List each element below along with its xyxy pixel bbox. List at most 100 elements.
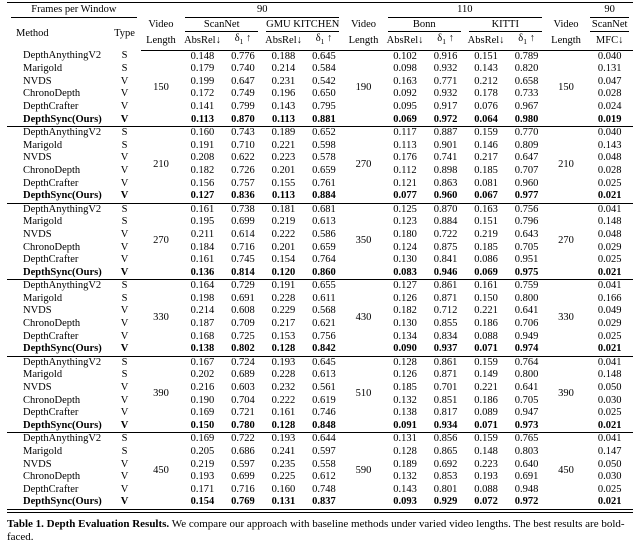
type-cell: V [120, 318, 129, 330]
table-row: DepthCrafter V 0.171 0.716 0.160 0.748 0.143 0.… [7, 484, 633, 497]
metric-value-cell: 0.836 [231, 190, 255, 202]
metric-value-cell: 0.612 [312, 471, 336, 483]
metric-value-cell: 0.148 [190, 50, 215, 62]
metric-value-cell: 0.212 [474, 75, 498, 87]
metric-absrel: AbsRel↓ [262, 32, 305, 51]
metric-value-cell: 0.934 [433, 419, 458, 431]
method-cell: ChronoDepth [23, 318, 81, 330]
metric-value-cell: 0.848 [312, 419, 336, 431]
metric-value-cell: 0.193 [190, 471, 215, 483]
metric-value-cell: 0.655 [304, 279, 344, 293]
type-cell: V [120, 407, 129, 419]
video-length-cell: 270 [343, 126, 384, 204]
metric-value-cell: 0.176 [393, 152, 417, 164]
metric-value-cell: 0.972 [433, 113, 458, 125]
metric-value-cell: 0.130 [393, 318, 417, 330]
metric-value-cell: 0.745 [231, 254, 255, 266]
metric-value-cell: 0.884 [433, 216, 458, 228]
metric-value-cell: 0.709 [231, 318, 255, 330]
metric-value-cell: 0.163 [464, 202, 508, 217]
mfc-value-cell: 0.028 [597, 88, 622, 100]
metric-value-cell: 0.973 [514, 419, 539, 431]
metric-value-cell: 0.699 [231, 471, 255, 483]
table-row: DepthCrafter V 0.169 0.721 0.161 0.746 0.138 0.… [7, 407, 633, 420]
metric-value-cell: 0.621 [312, 318, 336, 330]
metric-value-cell: 0.932 [433, 63, 458, 75]
metric-value-cell: 0.193 [474, 471, 498, 483]
metric-value-cell: 0.746 [312, 407, 336, 419]
metric-value-cell: 0.972 [514, 496, 539, 508]
metric-value-cell: 0.143 [474, 63, 498, 75]
method-cell: NVDS [23, 382, 52, 394]
metric-value-cell: 0.726 [231, 164, 255, 176]
metric-value-cell: 0.113 [271, 190, 295, 202]
metric-value-cell: 0.949 [514, 330, 539, 342]
metric-value-cell: 0.841 [433, 254, 458, 266]
metric-value-cell: 0.214 [190, 305, 215, 317]
table-row: DepthAnythingV2 S 270 0.161 0.738 0.181 0.681 3… [7, 202, 633, 280]
metric-value-cell: 0.223 [474, 458, 498, 470]
metric-value-cell: 0.647 [514, 152, 539, 164]
metric-value-cell: 0.860 [312, 266, 336, 278]
metric-value-cell: 0.759 [507, 279, 546, 293]
mfc-value-cell: 0.049 [597, 305, 622, 317]
metric-value-cell: 0.067 [474, 190, 498, 202]
metric-value-cell: 0.871 [433, 369, 458, 381]
metric-value-cell: 0.161 [181, 202, 224, 217]
group-110: 110 [384, 3, 546, 18]
metric-value-cell: 0.171 [190, 483, 215, 495]
metric-value-cell: 0.188 [271, 50, 296, 62]
metric-value-cell: 0.128 [383, 355, 427, 370]
mfc-value-cell: 0.143 [597, 139, 622, 151]
type-cell: V [120, 483, 129, 495]
table-row: ChronoDepth V 0.187 0.709 0.217 0.621 0.130 0.8… [7, 318, 633, 331]
mfc-value-cell: 0.025 [597, 177, 622, 189]
metric-value-cell: 0.159 [464, 432, 508, 446]
video-length-cell: 210 [545, 126, 587, 204]
metric-value-cell: 0.136 [190, 266, 215, 278]
type-cell: V [120, 330, 129, 342]
delta-symbol: δ [315, 33, 321, 44]
mfc-value-cell: 0.025 [597, 330, 622, 342]
metric-value-cell: 0.756 [312, 330, 336, 342]
method-cell: Marigold [23, 446, 63, 457]
metric-value-cell: 0.143 [393, 483, 417, 495]
up-arrow: ↑ [445, 33, 454, 44]
metric-value-cell: 0.659 [312, 241, 336, 253]
metric-value-cell: 0.159 [464, 126, 508, 140]
metric-value-cell: 0.756 [507, 202, 546, 217]
video-length-cell: 450 [545, 432, 587, 509]
metric-value-cell: 0.113 [271, 113, 295, 125]
metric-value-cell: 0.851 [433, 394, 458, 406]
video-length-cell: 510 [343, 355, 384, 433]
metric-value-cell: 0.795 [312, 100, 336, 112]
mfc-value-cell: 0.048 [597, 228, 622, 240]
table-bottom-rule [7, 508, 633, 513]
metric-value-cell: 0.757 [231, 177, 255, 189]
table-row: DepthSync(Ours) V 0.113 0.870 0.113 0.881 0.06… [7, 114, 633, 127]
metric-value-cell: 0.721 [231, 407, 255, 419]
type-cell: S [121, 446, 128, 457]
method-cell: NVDS [23, 305, 52, 317]
method-cell: NVDS [23, 458, 52, 470]
metric-value-cell: 0.743 [223, 126, 263, 140]
metric-value-cell: 0.856 [426, 432, 465, 446]
table-row: DepthAnythingV2 S 450 0.169 0.722 0.193 0.644 5… [7, 432, 633, 509]
metric-value-cell: 0.689 [231, 369, 255, 381]
metric-value-cell: 0.975 [514, 266, 539, 278]
method-cell: DepthCrafter [23, 407, 79, 419]
spacer [546, 3, 587, 18]
metric-delta1: δ1 ↑ [223, 32, 263, 51]
metric-value-cell: 0.542 [312, 75, 336, 87]
metric-value-cell: 0.161 [464, 279, 508, 293]
metric-value-cell: 0.707 [514, 164, 539, 176]
metric-value-cell: 0.716 [231, 241, 255, 253]
method-cell: DepthCrafter [23, 254, 79, 266]
metric-value-cell: 0.887 [426, 126, 465, 140]
mfc-value-cell: 0.029 [597, 241, 622, 253]
metric-value-cell: 0.076 [474, 100, 498, 112]
delta-subscript: 1 [320, 37, 325, 47]
mfc-value-cell: 0.147 [597, 446, 622, 457]
mfc-value-cell: 0.021 [597, 266, 622, 278]
